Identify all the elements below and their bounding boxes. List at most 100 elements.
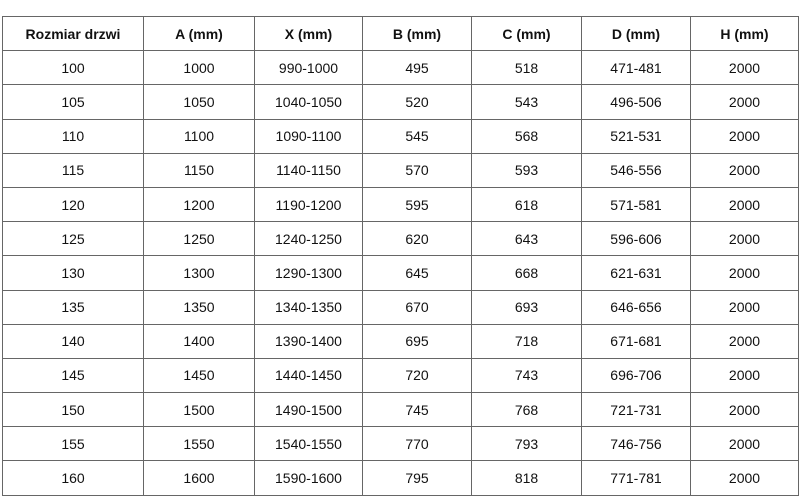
table-cell: 2000 (690, 255, 799, 291)
column-header: D (mm) (581, 15, 691, 52)
table-cell: 160 (2, 460, 144, 496)
table-cell: 1540-1550 (254, 426, 363, 462)
table-cell: 518 (471, 50, 582, 86)
table-cell: 115 (2, 152, 144, 188)
table-row: 130 1300 1290-1300 645 668 621-631 2000 (2, 255, 799, 291)
table-cell: 2000 (690, 186, 799, 223)
table-cell: 571-581 (581, 186, 691, 223)
table-cell: 1400 (143, 323, 255, 359)
table-row: 135 1350 1340-1350 670 693 646-656 2000 (2, 289, 799, 325)
table-cell: 471-481 (581, 50, 691, 86)
table-cell: 818 (471, 460, 582, 496)
table-cell: 546-556 (581, 152, 691, 188)
table-cell: 670 (362, 289, 472, 325)
table-cell: 145 (2, 357, 144, 394)
table-cell: 1140-1150 (254, 152, 363, 188)
table-cell: 1490-1500 (254, 392, 363, 428)
dimensions-table: Rozmiar drzwi A (mm) X (mm) B (mm) C (mm) D (… (2, 15, 799, 496)
table-cell: 770 (362, 426, 472, 462)
column-header: B (mm) (362, 15, 472, 52)
table-cell: 768 (471, 392, 582, 428)
column-header: X (mm) (254, 15, 363, 52)
table-cell: 1390-1400 (254, 323, 363, 359)
table-cell: 646-656 (581, 289, 691, 325)
table-row: 110 1100 1090-1100 545 568 521-531 2000 (2, 118, 799, 154)
table-cell: 568 (471, 118, 582, 154)
table-cell: 795 (362, 460, 472, 496)
table-cell: 1090-1100 (254, 118, 363, 154)
column-header: Rozmiar drzwi (2, 15, 144, 52)
table-cell: 140 (2, 323, 144, 359)
table-row: 150 1500 1490-1500 745 768 721-731 2000 (2, 392, 799, 428)
table-cell: 520 (362, 84, 472, 120)
table-cell: 621-631 (581, 255, 691, 291)
table-cell: 1600 (143, 460, 255, 496)
table-cell: 771-781 (581, 460, 691, 496)
table-cell: 743 (471, 357, 582, 394)
table-row: 140 1400 1390-1400 695 718 671-681 2000 (2, 323, 799, 359)
column-header: A (mm) (143, 15, 255, 52)
table-row: 125 1250 1240-1250 620 643 596-606 2000 (2, 221, 799, 257)
table-cell: 2000 (690, 460, 799, 496)
table-cell: 720 (362, 357, 472, 394)
table-row: 100 1000 990-1000 495 518 471-481 2000 (2, 50, 799, 86)
table-cell: 1290-1300 (254, 255, 363, 291)
table-cell: 746-756 (581, 426, 691, 462)
table-cell: 645 (362, 255, 472, 291)
table-cell: 495 (362, 50, 472, 86)
table-cell: 1250 (143, 221, 255, 257)
table-cell: 125 (2, 221, 144, 257)
table-cell: 545 (362, 118, 472, 154)
table-cell: 1590-1600 (254, 460, 363, 496)
table-cell: 2000 (690, 84, 799, 120)
table-cell: 1440-1450 (254, 357, 363, 394)
table-cell: 570 (362, 152, 472, 188)
table-cell: 745 (362, 392, 472, 428)
table-cell: 643 (471, 221, 582, 257)
table-cell: 695 (362, 323, 472, 359)
table-cell: 2000 (690, 221, 799, 257)
table-cell: 2000 (690, 50, 799, 86)
table-row: 155 1550 1540-1550 770 793 746-756 2000 (2, 426, 799, 462)
table-header-row: Rozmiar drzwi A (mm) X (mm) B (mm) C (mm) D (… (2, 15, 799, 52)
table-cell: 696-706 (581, 357, 691, 394)
table-cell: 671-681 (581, 323, 691, 359)
table-cell: 100 (2, 50, 144, 86)
table-cell: 990-1000 (254, 50, 363, 86)
table-cell: 2000 (690, 426, 799, 462)
table-cell: 1190-1200 (254, 186, 363, 223)
table-cell: 2000 (690, 118, 799, 154)
table-cell: 2000 (690, 357, 799, 394)
table-cell: 2000 (690, 392, 799, 428)
table-cell: 1200 (143, 186, 255, 223)
table-cell: 1450 (143, 357, 255, 394)
table-cell: 1100 (143, 118, 255, 154)
table-cell: 105 (2, 84, 144, 120)
table-cell: 596-606 (581, 221, 691, 257)
table-cell: 1340-1350 (254, 289, 363, 325)
table-cell: 1550 (143, 426, 255, 462)
table-row: 115 1150 1140-1150 570 593 546-556 2000 (2, 152, 799, 188)
table-cell: 693 (471, 289, 582, 325)
column-header: C (mm) (471, 15, 582, 52)
table-cell: 120 (2, 186, 144, 223)
table-cell: 2000 (690, 152, 799, 188)
table-cell: 593 (471, 152, 582, 188)
table-cell: 668 (471, 255, 582, 291)
table-cell: 721-731 (581, 392, 691, 428)
table-cell: 718 (471, 323, 582, 359)
table-cell: 1500 (143, 392, 255, 428)
table-row: 105 1050 1040-1050 520 543 496-506 2000 (2, 84, 799, 120)
table-row: 160 1600 1590-1600 795 818 771-781 2000 (2, 460, 799, 496)
table-cell: 620 (362, 221, 472, 257)
table-cell: 150 (2, 392, 144, 428)
table-cell: 2000 (690, 323, 799, 359)
table-cell: 595 (362, 186, 472, 223)
table-cell: 618 (471, 186, 582, 223)
table-row: 120 1200 1190-1200 595 618 571-581 2000 (2, 186, 799, 223)
table-cell: 1000 (143, 50, 255, 86)
table-cell: 110 (2, 118, 144, 154)
table-cell: 2000 (690, 289, 799, 325)
table-cell: 1050 (143, 84, 255, 120)
table-cell: 1150 (143, 152, 255, 188)
